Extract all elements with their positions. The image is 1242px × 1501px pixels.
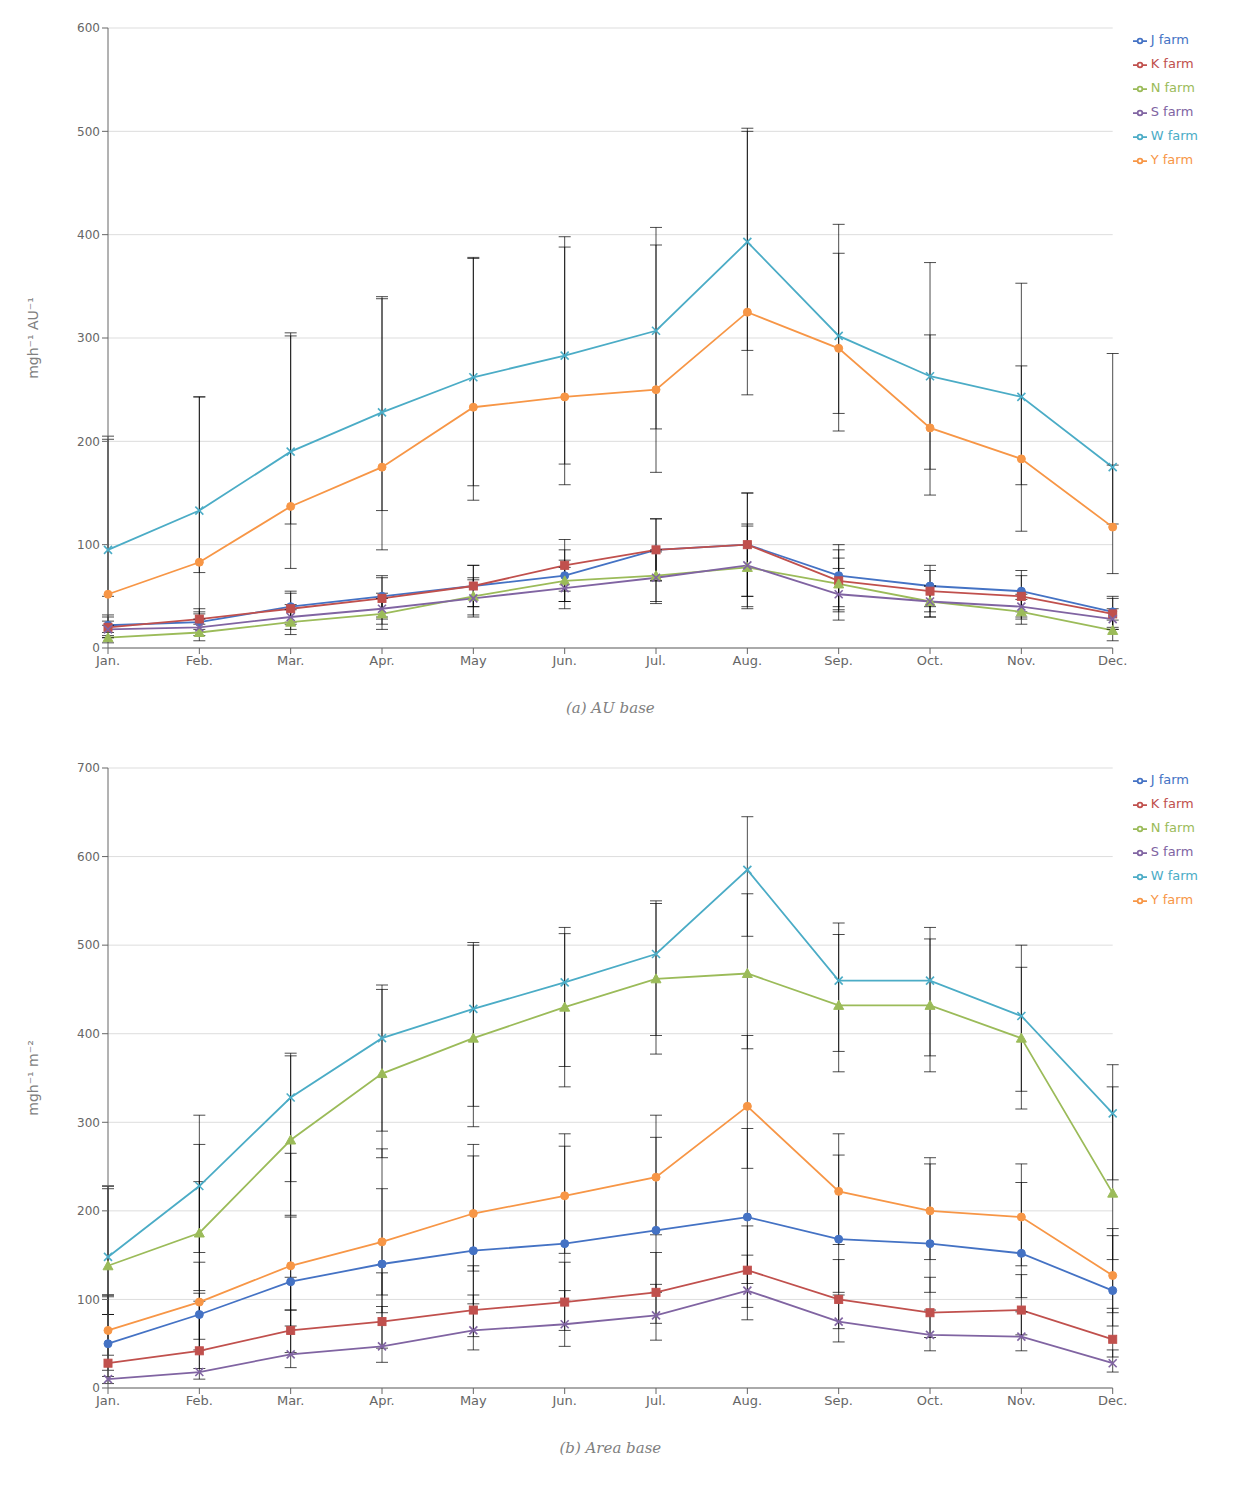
svg-text:Aug.: Aug. [733, 1393, 763, 1408]
svg-text:100: 100 [77, 1293, 100, 1307]
svg-text:Aug.: Aug. [733, 653, 763, 668]
html-text:K farm: K farm [1150, 796, 1194, 811]
html-text:Y farm: Y farm [1150, 152, 1194, 167]
svg-text:Nov.: Nov. [1007, 653, 1036, 668]
html-text:S farm: S farm [1150, 844, 1194, 859]
svg-text:0: 0 [92, 641, 100, 655]
svg-text:Mar.: Mar. [277, 1393, 304, 1408]
svg-text:Mar.: Mar. [277, 653, 304, 668]
html-text:K farm: K farm [1150, 56, 1194, 71]
svg-text:Apr.: Apr. [369, 1393, 394, 1408]
svg-text:Jan.: Jan. [95, 1393, 120, 1408]
html-text:N farm: N farm [1150, 820, 1195, 835]
svg-text:600: 600 [77, 21, 100, 35]
svg-text:500: 500 [77, 938, 100, 952]
svg-text:Apr.: Apr. [369, 653, 394, 668]
svg-text:0: 0 [92, 1381, 100, 1395]
svg-text:400: 400 [77, 1027, 100, 1041]
svg-text:700: 700 [77, 761, 100, 775]
html-text:N farm: N farm [1150, 80, 1195, 95]
svg-text:mgh⁻¹ AU⁻¹: mgh⁻¹ AU⁻¹ [25, 297, 41, 379]
svg-text:Oct.: Oct. [917, 653, 944, 668]
html-text:J farm: J farm [1150, 32, 1189, 47]
svg-text:200: 200 [77, 435, 100, 449]
svg-text:(b) Area base: (b) Area base [559, 1439, 661, 1457]
svg-text:500: 500 [77, 125, 100, 139]
html-text:J farm: J farm [1150, 772, 1189, 787]
html-text:Y farm: Y farm [1150, 892, 1194, 907]
svg-text:Dec.: Dec. [1098, 1393, 1127, 1408]
svg-text:100: 100 [77, 538, 100, 552]
svg-text:mgh⁻¹ m⁻²: mgh⁻¹ m⁻² [25, 1040, 41, 1116]
svg-text:Oct.: Oct. [917, 1393, 944, 1408]
svg-text:200: 200 [77, 1204, 100, 1218]
svg-text:Nov.: Nov. [1007, 1393, 1036, 1408]
html-text:W farm: W farm [1150, 868, 1198, 883]
svg-text:May: May [460, 653, 487, 668]
svg-text:Jul.: Jul. [645, 1393, 666, 1408]
html-text:W farm: W farm [1150, 128, 1198, 143]
svg-text:Jul.: Jul. [645, 653, 666, 668]
svg-text:300: 300 [77, 1116, 100, 1130]
svg-text:Sep.: Sep. [824, 1393, 853, 1408]
svg-text:May: May [460, 1393, 487, 1408]
svg-text:Sep.: Sep. [824, 653, 853, 668]
svg-text:Jun.: Jun. [551, 1393, 576, 1408]
svg-text:600: 600 [77, 850, 100, 864]
svg-text:Jan.: Jan. [95, 653, 120, 668]
svg-text:Jun.: Jun. [551, 653, 576, 668]
svg-text:Dec.: Dec. [1098, 653, 1127, 668]
html-text:S farm: S farm [1150, 104, 1194, 119]
svg-text:Feb.: Feb. [186, 1393, 213, 1408]
svg-text:Feb.: Feb. [186, 653, 213, 668]
svg-text:300: 300 [77, 331, 100, 345]
svg-text:400: 400 [77, 228, 100, 242]
svg-text:(a) AU base: (a) AU base [566, 699, 655, 717]
